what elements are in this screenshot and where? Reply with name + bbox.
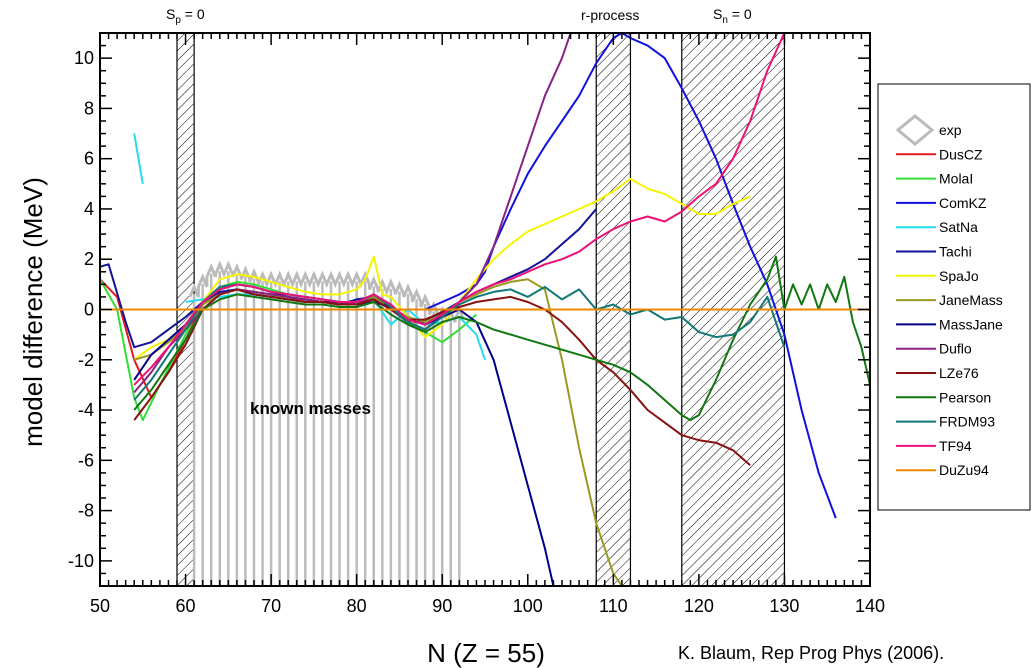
legend-label-exp: exp (939, 122, 962, 138)
legend-label: JaneMass (939, 292, 1003, 308)
y-tick-label: 4 (84, 199, 94, 219)
series-line-lze76 (133, 288, 751, 467)
legend-entry-lze76: LZe76 (896, 365, 979, 381)
legend-swatch-exp (895, 114, 935, 146)
y-tick-label: 10 (74, 48, 94, 68)
series-line-spajo (133, 177, 751, 361)
series-line-comkz (424, 33, 837, 519)
legend-label: DusCZ (939, 146, 983, 162)
legend-entry-janemass: JaneMass (896, 292, 1003, 308)
x-tick-label: 80 (347, 596, 367, 616)
legend-entry-exp: exp (895, 114, 962, 146)
legend-label: SatNa (939, 219, 978, 235)
sn-zero-label: Sn = 0 (713, 6, 752, 26)
legend-label: TF94 (939, 438, 972, 454)
legend-label: Duflo (939, 341, 972, 357)
y-tick-label: -10 (68, 551, 94, 571)
legend-entry-comkz: ComKZ (896, 195, 987, 211)
legend-label: DuZu94 (939, 462, 989, 478)
legend-label: MolaI (939, 171, 973, 187)
x-tick-label: 50 (90, 596, 110, 616)
y-tick-label: 6 (84, 149, 94, 169)
legend-entry-molai: MolaI (896, 171, 973, 187)
legend-entry-frdm93: FRDM93 (896, 414, 995, 430)
sp-zero-label: Sp = 0 (166, 6, 205, 26)
sp-subscript: p (175, 15, 181, 26)
legend-entry-duzu94: DuZu94 (896, 462, 989, 478)
legend: exp DusCZ MolaI ComKZ SatNa Tachi SpaJo JaneMas… (895, 114, 1003, 478)
legend-entry-satna: SatNa (896, 219, 978, 235)
x-tick-label: 70 (261, 596, 281, 616)
x-tick-label: 120 (684, 596, 714, 616)
legend-entry-spajo: SpaJo (896, 268, 979, 284)
x-tick-label: 100 (513, 596, 543, 616)
axis-ticks: 50 60 70 80 90 100 110 120 130 140 -10 -8 -6 -4 -2 0 2 4 6… (68, 32, 885, 616)
x-tick-label: 90 (432, 596, 452, 616)
series-line-duflo (133, 33, 572, 394)
legend-label: FRDM93 (939, 414, 995, 430)
y-tick-label: -2 (78, 350, 94, 370)
sn-subscript: n (722, 15, 728, 26)
y-axis-title: model difference (MeV) (18, 177, 48, 447)
legend-label: SpaJo (939, 268, 979, 284)
series-line-tf94 (133, 33, 786, 386)
y-tick-label: 0 (84, 300, 94, 320)
series-lines (100, 33, 870, 586)
known-masses-bars (188, 260, 465, 586)
exp-zigzag (188, 260, 465, 323)
series-line-massjane (133, 283, 555, 586)
legend-entry-duflo: Duflo (896, 341, 972, 357)
x-tick-label: 140 (855, 596, 885, 616)
rprocess-label: r-process (581, 7, 639, 23)
y-tick-label: 8 (84, 98, 94, 118)
legend-entry-duscz: DusCZ (896, 146, 983, 162)
y-tick-label: -6 (78, 450, 94, 470)
legend-label: MassJane (939, 316, 1003, 332)
x-tick-label: 130 (769, 596, 799, 616)
series-line-pearson (133, 255, 870, 422)
series-line-janemass (133, 278, 623, 586)
legend-entry-massjane: MassJane (896, 316, 1003, 332)
legend-entry-tf94: TF94 (896, 438, 972, 454)
legend-label: Pearson (939, 389, 991, 405)
x-tick-label: 110 (599, 596, 628, 616)
y-tick-label: 2 (84, 249, 94, 269)
x-axis-title: N (Z = 55) (427, 638, 545, 668)
legend-entry-pearson: Pearson (896, 389, 991, 405)
credit-text: K. Blaum, Rep Prog Phys (2006). (678, 643, 944, 663)
known-masses-label: known masses (250, 399, 371, 418)
y-tick-label: -8 (78, 501, 94, 521)
legend-label: Tachi (939, 244, 972, 260)
y-tick-label: -4 (78, 400, 94, 420)
legend-label: ComKZ (939, 195, 987, 211)
x-tick-label: 60 (176, 596, 196, 616)
legend-label: LZe76 (939, 365, 979, 381)
legend-entry-tachi: Tachi (896, 244, 972, 260)
